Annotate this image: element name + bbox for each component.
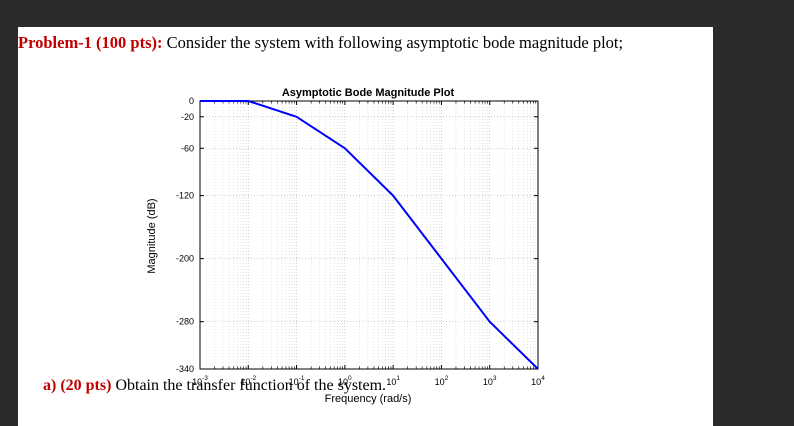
y-tick-label: -340	[176, 364, 194, 374]
x-tick-label: 10-1	[289, 375, 305, 387]
question-points: (20 pts)	[60, 377, 112, 394]
y-tick-label: -280	[176, 317, 194, 327]
problem-heading: Problem-1 (100 pts):	[18, 33, 163, 52]
x-tick-label: 101	[386, 375, 400, 387]
y-axis-label: Magnitude (dB)	[146, 198, 158, 273]
problem-statement: Problem-1 (100 pts): Consider the system…	[18, 33, 623, 53]
y-tick-label: -20	[181, 112, 194, 122]
x-tick-label: 102	[435, 375, 449, 387]
x-tick-label: 100	[338, 375, 352, 387]
chart-title: Asymptotic Bode Magnitude Plot	[282, 87, 455, 99]
plot-area	[200, 101, 538, 369]
y-tick-label: -200	[176, 254, 194, 264]
question-label: a)	[43, 377, 57, 394]
y-tick-label: -60	[181, 143, 194, 153]
axes-box	[199, 100, 539, 370]
x-axis-label: Frequency (rad/s)	[325, 393, 412, 405]
x-tick-label: 104	[531, 375, 545, 387]
x-tick-label: 10-3	[192, 375, 208, 387]
question-text: Obtain the transfer function of the syst…	[111, 377, 387, 394]
x-tick-label: 103	[483, 375, 497, 387]
y-tick-label: 0	[189, 96, 194, 106]
problem-text: Consider the system with following asymp…	[162, 33, 624, 52]
question-a: a) (20 pts) Obtain the transfer function…	[43, 377, 386, 395]
magnitude-line	[200, 100, 539, 370]
y-tick-label: -120	[176, 191, 194, 201]
x-tick-label: 10-2	[240, 375, 256, 387]
